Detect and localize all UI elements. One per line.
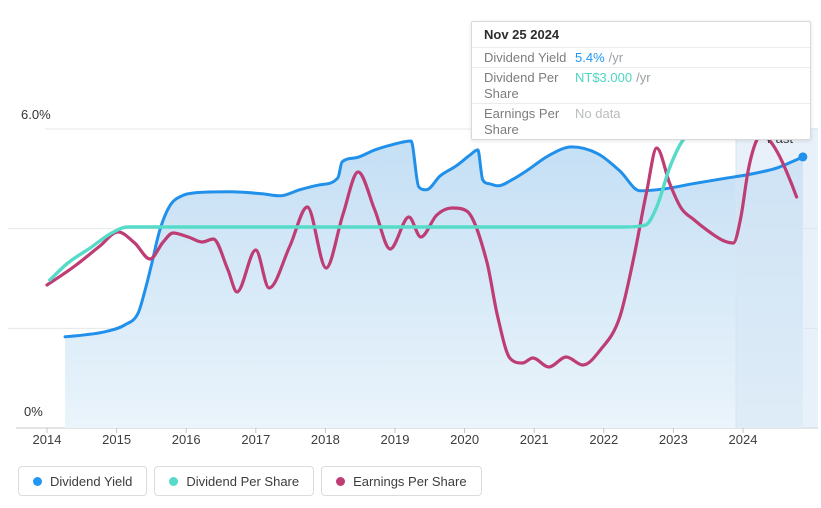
x-tick-label: 2023 bbox=[658, 432, 688, 447]
x-tick-label: 2016 bbox=[171, 432, 201, 447]
legend-item-earnings-per-share[interactable]: Earnings Per Share bbox=[321, 466, 482, 496]
tooltip-date: Nov 25 2024 bbox=[472, 22, 810, 48]
legend-label: Dividend Yield bbox=[50, 473, 133, 489]
tooltip-row-label: Dividend Per Share bbox=[484, 70, 559, 101]
x-tick-label: 2024 bbox=[728, 432, 758, 447]
x-tick-label: 2018 bbox=[310, 432, 340, 447]
tooltip-row-label: Earnings Per Share bbox=[484, 106, 560, 137]
tooltip-row-value: NT$3.000 bbox=[575, 70, 633, 85]
x-tick-label: 2014 bbox=[32, 432, 62, 447]
legend-label: Earnings Per Share bbox=[353, 473, 467, 489]
tooltip-row-unit: /yr bbox=[636, 70, 651, 85]
legend-dot bbox=[169, 476, 179, 486]
dividend-yield-line bbox=[63, 139, 805, 339]
x-tick-label: 2020 bbox=[450, 432, 480, 447]
chart-tooltip: Nov 25 2024 Dividend Yield 5.4%/yr Dividen… bbox=[471, 21, 811, 140]
tooltip-rows: Dividend Yield 5.4%/yr Dividend Per Share N… bbox=[472, 48, 810, 139]
tooltip-row-value: 5.4% bbox=[575, 50, 605, 65]
tooltip-row: Dividend Per Share NT$3.000/yr bbox=[472, 68, 810, 104]
x-tick-label: 2017 bbox=[241, 432, 271, 447]
x-tick-label: 2015 bbox=[102, 432, 132, 447]
tooltip-row-unit: /yr bbox=[608, 50, 624, 65]
past-band bbox=[736, 128, 818, 428]
y-axis-label-max: 6.0% bbox=[21, 107, 51, 122]
legend-item-dividend-yield[interactable]: Dividend Yield bbox=[18, 466, 148, 496]
tooltip-row-label: Dividend Yield bbox=[484, 50, 567, 65]
legend-item-dividend-per-share[interactable]: Dividend Per Share bbox=[154, 466, 315, 496]
x-tick-label: 2021 bbox=[519, 432, 549, 447]
tooltip-row-value: No data bbox=[575, 106, 621, 121]
tooltip-row: Dividend Yield 5.4%/yr bbox=[472, 48, 810, 68]
y-axis-label-min: 0% bbox=[24, 404, 43, 419]
legend-label: Dividend Per Share bbox=[186, 473, 300, 489]
x-tick-label: 2022 bbox=[589, 432, 619, 447]
x-tick-label: 2019 bbox=[380, 432, 410, 447]
dividend-yield-end-dot bbox=[798, 152, 808, 162]
tooltip-row: Earnings Per Share No data bbox=[472, 104, 810, 139]
legend-dot bbox=[336, 476, 346, 486]
chart-legend: Dividend Yield Dividend Per Share Earnings… bbox=[18, 466, 482, 496]
legend-dot bbox=[33, 476, 42, 486]
dividend-yield-area bbox=[65, 141, 803, 428]
